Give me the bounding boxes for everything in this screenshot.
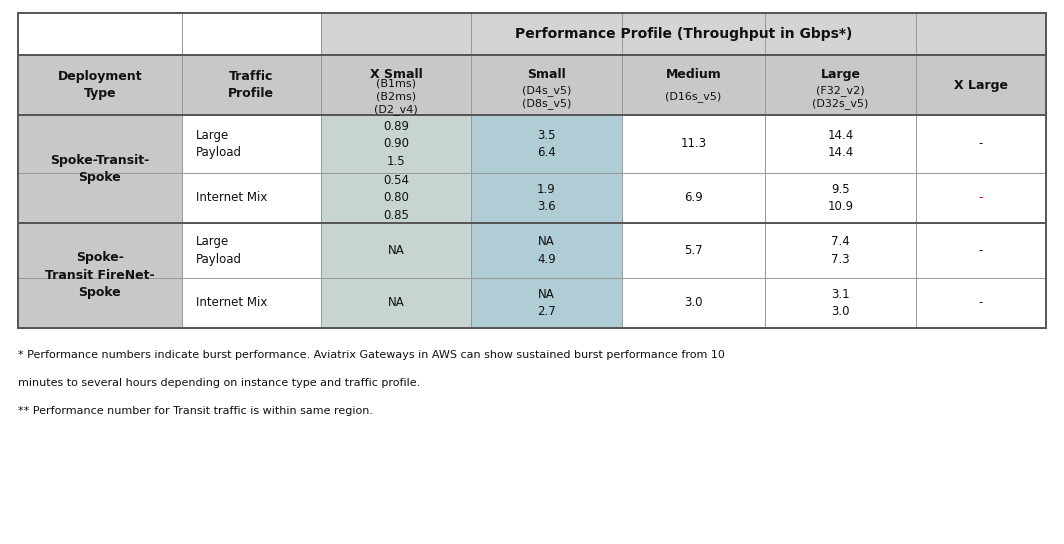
Text: * Performance numbers indicate burst performance. Aviatrix Gateways in AWS can s: * Performance numbers indicate burst per… [18, 350, 725, 360]
Text: ** Performance number for Transit traffic is within same region.: ** Performance number for Transit traffi… [18, 406, 373, 416]
Text: X Large: X Large [953, 78, 1008, 91]
Text: NA
4.9: NA 4.9 [537, 235, 555, 266]
Text: 1.9
3.6: 1.9 3.6 [537, 183, 555, 213]
Text: (F32_v2)
(D32s_v5): (F32_v2) (D32s_v5) [812, 85, 868, 109]
Bar [182, 115, 321, 173]
Bar [321, 13, 1046, 55]
Bar [471, 115, 621, 173]
Bar [915, 278, 1046, 328]
Bar [471, 278, 621, 328]
Bar [18, 13, 1046, 328]
Text: -: - [979, 138, 983, 151]
Text: 5.7: 5.7 [684, 244, 702, 257]
Text: 14.4
14.4: 14.4 14.4 [828, 129, 853, 159]
Text: 3.5
6.4: 3.5 6.4 [537, 129, 555, 159]
Text: NA: NA [387, 244, 404, 257]
Bar [621, 278, 765, 328]
Bar [765, 223, 915, 278]
Bar [621, 115, 765, 173]
Text: Medium: Medium [665, 67, 721, 81]
Text: Large
Payload: Large Payload [196, 129, 242, 159]
Bar [18, 13, 321, 55]
Bar [471, 55, 621, 115]
Bar [18, 115, 182, 223]
Bar [321, 278, 471, 328]
Bar [321, 223, 471, 278]
Bar [321, 115, 471, 173]
Text: Spoke-
Transit FireNet-
Spoke: Spoke- Transit FireNet- Spoke [45, 251, 154, 300]
Text: 11.3: 11.3 [680, 138, 706, 151]
Text: 6.9: 6.9 [684, 191, 702, 205]
Bar [765, 115, 915, 173]
Bar [621, 55, 765, 115]
Text: Performance Profile (Throughput in Gbps*): Performance Profile (Throughput in Gbps*… [515, 27, 852, 41]
Bar [471, 173, 621, 223]
Bar [18, 55, 182, 115]
Text: Small: Small [527, 67, 566, 81]
Text: NA
2.7: NA 2.7 [537, 288, 555, 318]
Text: -: - [979, 296, 983, 310]
Text: (B1ms)
(B2ms)
(D2_v4): (B1ms) (B2ms) (D2_v4) [375, 79, 418, 115]
Text: 3.0: 3.0 [684, 296, 702, 310]
Text: 7.4
7.3: 7.4 7.3 [831, 235, 850, 266]
Text: 0.89
0.90
1.5: 0.89 0.90 1.5 [383, 120, 409, 168]
Bar [915, 223, 1046, 278]
Text: 0.54
0.80
0.85: 0.54 0.80 0.85 [383, 174, 409, 222]
Bar [915, 55, 1046, 115]
Text: Internet Mix: Internet Mix [196, 296, 267, 310]
Text: Traffic
Profile: Traffic Profile [229, 70, 275, 100]
Bar [18, 223, 182, 328]
Text: Internet Mix: Internet Mix [196, 191, 267, 205]
Text: minutes to several hours depending on instance type and traffic profile.: minutes to several hours depending on in… [18, 378, 420, 388]
Bar [471, 223, 621, 278]
Bar [915, 173, 1046, 223]
Bar [182, 278, 321, 328]
Text: Deployment
Type: Deployment Type [57, 70, 143, 100]
Text: Large
Payload: Large Payload [196, 235, 242, 266]
Text: NA: NA [387, 296, 404, 310]
Text: (D16s_v5): (D16s_v5) [665, 91, 721, 102]
Text: -: - [979, 191, 983, 205]
Text: Large: Large [820, 67, 861, 81]
Bar [765, 278, 915, 328]
Text: 9.5
10.9: 9.5 10.9 [828, 183, 853, 213]
Bar [321, 55, 471, 115]
Bar [765, 55, 915, 115]
Bar [765, 173, 915, 223]
Bar [182, 55, 321, 115]
Bar [621, 223, 765, 278]
Text: -: - [979, 244, 983, 257]
Text: (D4s_v5)
(D8s_v5): (D4s_v5) (D8s_v5) [521, 85, 571, 109]
Text: X Small: X Small [369, 67, 422, 81]
Text: Spoke-Transit-
Spoke: Spoke-Transit- Spoke [50, 154, 149, 184]
Bar [915, 115, 1046, 173]
Bar [621, 173, 765, 223]
Bar [182, 173, 321, 223]
Bar [321, 173, 471, 223]
Bar [182, 223, 321, 278]
Text: 3.1
3.0: 3.1 3.0 [831, 288, 850, 318]
